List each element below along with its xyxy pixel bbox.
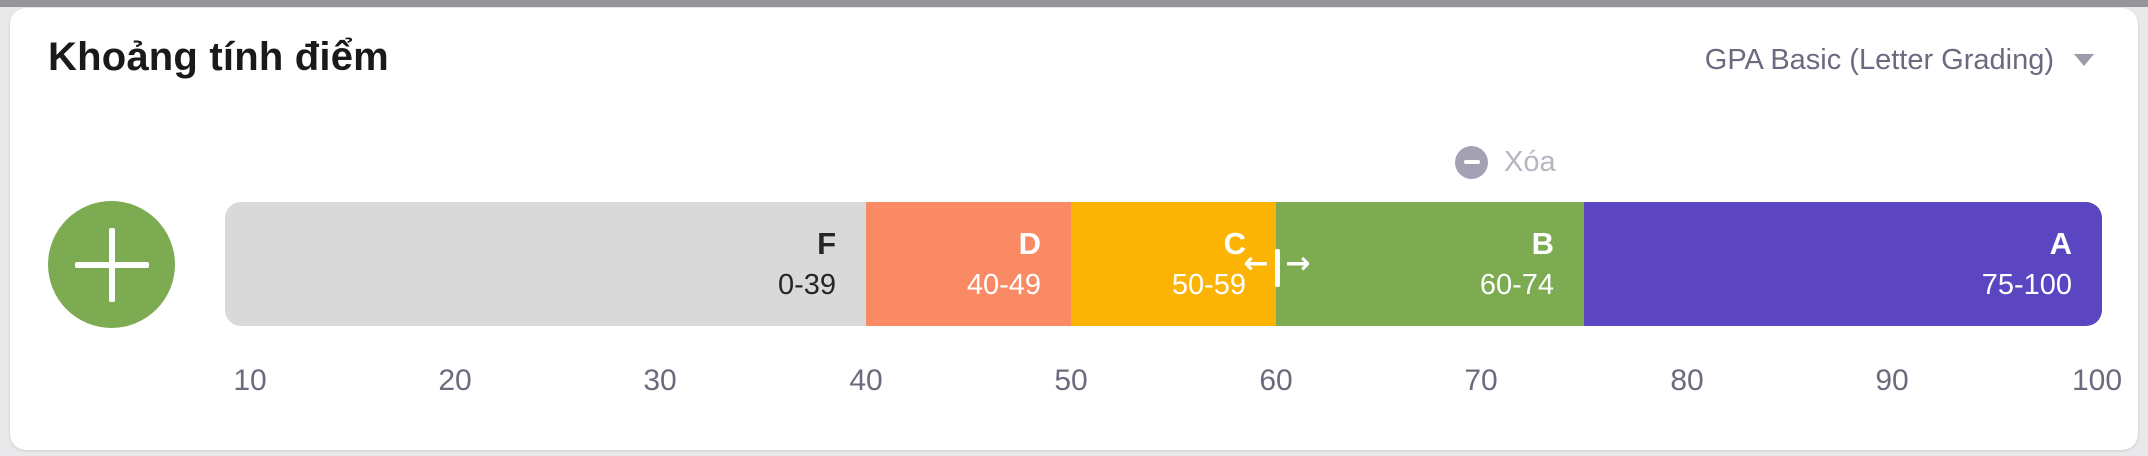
page-title: Khoảng tính điểm: [48, 35, 389, 79]
segment-resize-handle[interactable]: ← →: [1222, 236, 1332, 292]
grading-system-selected-value: GPA Basic (Letter Grading): [1704, 44, 2054, 76]
grade-letter: B: [1531, 226, 1554, 261]
axis-tick: 80: [1670, 364, 1704, 397]
axis-tick: 10: [233, 364, 267, 397]
grade-segment-b[interactable]: B 60-74: [1276, 202, 1584, 326]
grade-letter: A: [2049, 226, 2072, 261]
grade-range-bar: F 0-39 D 40-49 C 50-59 B 60-74 A 75-100: [225, 202, 2102, 326]
score-axis: 10 20 30 40 50 60 70 80 90 100: [0, 363, 2148, 403]
grade-segment-c[interactable]: C 50-59: [1071, 202, 1276, 326]
chevron-down-icon: [2074, 54, 2094, 66]
axis-tick: 50: [1054, 364, 1088, 397]
minus-bar: [1463, 160, 1480, 164]
grade-letter: F: [817, 226, 836, 261]
axis-tick: 60: [1259, 364, 1293, 397]
window-top-edge: [0, 0, 2148, 7]
arrow-right-icon: →: [1285, 246, 1311, 281]
axis-tick: 70: [1464, 364, 1498, 397]
grade-letter: C: [1223, 226, 1246, 261]
axis-tick: 30: [643, 364, 677, 397]
grade-segment-d[interactable]: D 40-49: [866, 202, 1071, 326]
grade-range: 40-49: [966, 269, 1041, 301]
grade-range: 0-39: [777, 269, 836, 301]
axis-tick: 40: [849, 364, 883, 397]
grade-letter: D: [1018, 226, 1041, 261]
grade-range: 50-59: [1171, 269, 1246, 301]
axis-tick: 20: [438, 364, 472, 397]
plus-icon: [108, 227, 115, 302]
arrow-left-icon: ←: [1243, 246, 1269, 281]
grading-system-dropdown[interactable]: GPA Basic (Letter Grading): [1705, 40, 2094, 80]
grade-segment-a[interactable]: A 75-100: [1584, 202, 2102, 326]
delete-range-button[interactable]: Xóa: [1455, 144, 1556, 180]
axis-tick: 90: [1875, 364, 1909, 397]
grade-segment-f[interactable]: F 0-39: [225, 202, 866, 326]
grade-range: 60-74: [1479, 269, 1554, 301]
minus-circle-icon: [1455, 145, 1488, 179]
axis-tick: 100: [2071, 364, 2123, 397]
delete-range-label: Xóa: [1504, 146, 1556, 178]
grade-range: 75-100: [1981, 269, 2072, 301]
resize-line: [1274, 249, 1280, 287]
add-range-button[interactable]: [48, 201, 175, 328]
